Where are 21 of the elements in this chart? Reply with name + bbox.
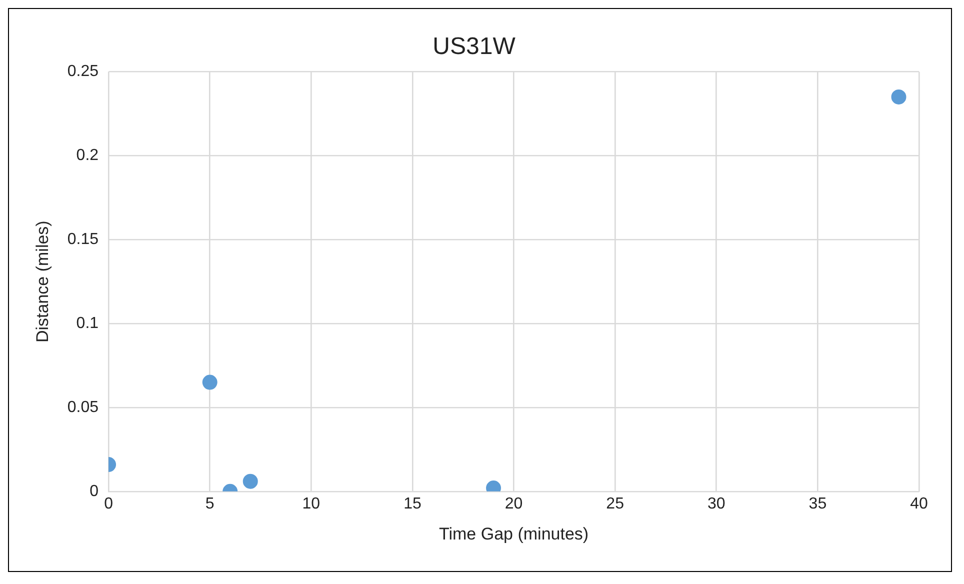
x-tick-label: 5 [205, 495, 214, 512]
y-tick-label: 0.05 [67, 398, 99, 416]
x-tick-label: 20 [504, 495, 523, 512]
y-tick-label: 0.2 [76, 147, 99, 164]
y-tick-label: 0 [90, 482, 99, 500]
x-tick-label: 0 [104, 495, 114, 512]
x-tick-label: 10 [302, 495, 320, 512]
point [202, 374, 218, 390]
x-axis-title: Time Gap (minutes) [438, 524, 589, 544]
point [242, 474, 258, 489]
x-tick-label: 15 [404, 495, 422, 512]
chart-title: US31W [432, 33, 516, 60]
point [891, 89, 906, 104]
y-tick-label: 0.25 [67, 63, 99, 80]
y-tick-label: 0.1 [76, 314, 99, 332]
x-tick-label: 30 [707, 495, 726, 512]
x-tick-label: 25 [606, 495, 624, 512]
y-axis-title: Distance (miles) [32, 220, 52, 343]
x-tick-label: 40 [910, 495, 928, 512]
x-tick-label: 35 [808, 495, 827, 512]
y-tick-label: 0.15 [67, 231, 99, 248]
